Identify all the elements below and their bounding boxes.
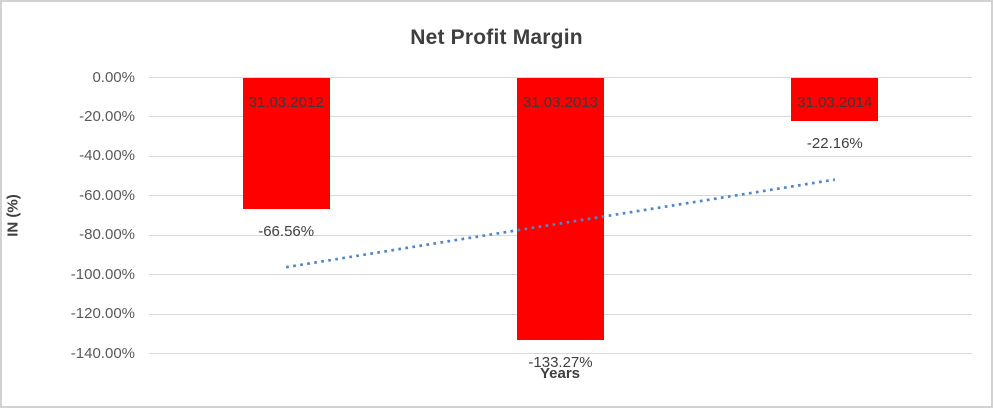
y-tick-label: -100.00% (70, 265, 135, 283)
bar-category-label: 31.03.2014 (797, 93, 873, 111)
y-tick-label: -20.00% (79, 107, 135, 125)
y-tick-label: -80.00% (79, 226, 135, 244)
y-tick-label: -140.00% (70, 344, 135, 362)
bar-category-label: 31.03.2013 (522, 93, 599, 111)
bar-value-label: -22.16% (806, 135, 863, 153)
bar-category-label: 31.03.2012 (248, 93, 324, 111)
bar-value-label: -66.56% (258, 222, 315, 240)
bar (517, 77, 604, 341)
bar-value-label: -133.27% (528, 354, 593, 372)
y-tick-label: 0.00% (92, 68, 135, 86)
y-tick-label: -120.00% (70, 305, 135, 323)
gridline (149, 353, 972, 354)
y-axis-title: IN (%) (4, 194, 22, 237)
chart-title: Net Profit Margin (410, 26, 583, 49)
y-tick-label: -40.00% (79, 147, 135, 165)
x-axis-title: Years (539, 365, 581, 382)
bar (791, 77, 879, 122)
y-tick-label: -60.00% (79, 186, 135, 204)
